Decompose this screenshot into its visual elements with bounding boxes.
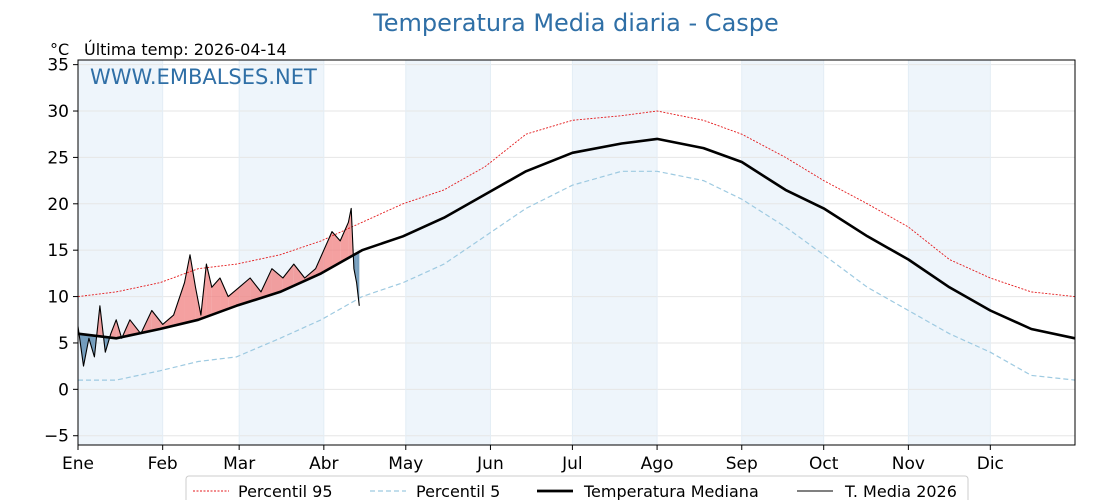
month-band-nov bbox=[908, 60, 991, 445]
anomaly-fill-29 bbox=[228, 287, 240, 309]
x-tick-label-8: Sep bbox=[726, 454, 758, 474]
anomaly-fill-27 bbox=[211, 278, 221, 315]
anomaly-fill-36 bbox=[304, 268, 316, 281]
y-axis-ticks: −5 0 5 10 15 20 25 30 35 bbox=[44, 56, 78, 447]
month-band-jul bbox=[572, 60, 658, 445]
x-tick-label-2: Mar bbox=[223, 454, 255, 474]
legend-label-median: Temperatura Mediana bbox=[583, 482, 759, 500]
y-tick-label-5: 20 bbox=[47, 195, 69, 215]
series-lines bbox=[77, 110, 1076, 381]
x-tick-label-5: Jun bbox=[476, 454, 504, 474]
anomaly-fill-33 bbox=[271, 268, 283, 295]
legend-label-current: T. Media 2026 bbox=[844, 482, 957, 500]
last-temp-label: Última temp: 2026-04-14 bbox=[84, 40, 287, 59]
y-tick-label-2: 5 bbox=[58, 334, 69, 354]
y-tick-label-8: 35 bbox=[47, 56, 69, 76]
x-tick-label-1: Feb bbox=[148, 454, 178, 474]
x-tick-label-4: May bbox=[388, 454, 423, 474]
y-unit-label: °C bbox=[50, 40, 69, 59]
x-tick-label-0: Ene bbox=[62, 454, 94, 474]
y-tick-label-0: −5 bbox=[44, 427, 69, 447]
anomaly-fill-39 bbox=[332, 231, 341, 268]
month-band-sep bbox=[741, 60, 824, 445]
x-tick-label-11: Dic bbox=[977, 454, 1004, 474]
anomaly-fill-31 bbox=[250, 278, 262, 302]
legend-box bbox=[185, 475, 969, 500]
series-line-current bbox=[77, 207, 360, 367]
x-tick-label-10: Nov bbox=[892, 454, 925, 474]
y-tick-label-1: 0 bbox=[58, 380, 69, 400]
series-line-median bbox=[77, 137, 1076, 340]
anomaly-fill-38 bbox=[323, 231, 333, 272]
month-band-mar bbox=[239, 60, 324, 445]
x-tick-label-6: Jul bbox=[561, 454, 583, 474]
anomaly-fill-35 bbox=[293, 264, 305, 286]
y-tick-label-3: 10 bbox=[47, 288, 69, 308]
anomaly-fill-32 bbox=[261, 268, 272, 299]
chart-title: Temperatura Media diaria - Caspe bbox=[372, 9, 779, 37]
month-bands bbox=[78, 60, 991, 445]
anomaly-fill-21 bbox=[173, 282, 185, 326]
anomaly-fill-40 bbox=[340, 222, 349, 263]
legend-label-p95: Percentil 95 bbox=[238, 482, 333, 500]
anomaly-fill-34 bbox=[282, 264, 294, 291]
y-tick-label-7: 30 bbox=[47, 102, 69, 122]
month-band-may bbox=[405, 60, 491, 445]
x-tick-label-9: Oct bbox=[809, 454, 839, 474]
anomaly-fill-22 bbox=[184, 254, 190, 324]
y-tick-label-6: 25 bbox=[47, 148, 69, 168]
anomaly-fill-23 bbox=[189, 254, 196, 322]
watermark: WWW.EMBALSES.NET bbox=[90, 65, 317, 89]
anomaly-fill-28 bbox=[220, 278, 229, 312]
plot-frame bbox=[77, 59, 1076, 446]
month-band-ene bbox=[78, 60, 163, 445]
x-tick-label-7: Ago bbox=[641, 454, 674, 474]
legend-label-p5: Percentil 5 bbox=[416, 482, 500, 500]
series-line-p95 bbox=[77, 110, 1076, 298]
anomaly-fill-19 bbox=[151, 310, 163, 331]
anomaly-fill-44 bbox=[353, 253, 357, 283]
x-tick-label-3: Abr bbox=[309, 454, 338, 474]
anomaly-fill-37 bbox=[315, 250, 324, 276]
legend: Percentil 95 Percentil 5 Temperatura Med… bbox=[185, 475, 969, 500]
x-axis-ticks: Ene Feb Mar Abr May Jun Jul Ago Sep Oct Nov Dic bbox=[62, 445, 1004, 474]
anomaly-fill-30 bbox=[239, 278, 251, 305]
y-tick-label-4: 15 bbox=[47, 241, 69, 261]
anomaly-fill-26 bbox=[206, 264, 212, 317]
series-line-p5 bbox=[78, 170, 1076, 381]
anomaly-fill-45 bbox=[356, 251, 360, 306]
